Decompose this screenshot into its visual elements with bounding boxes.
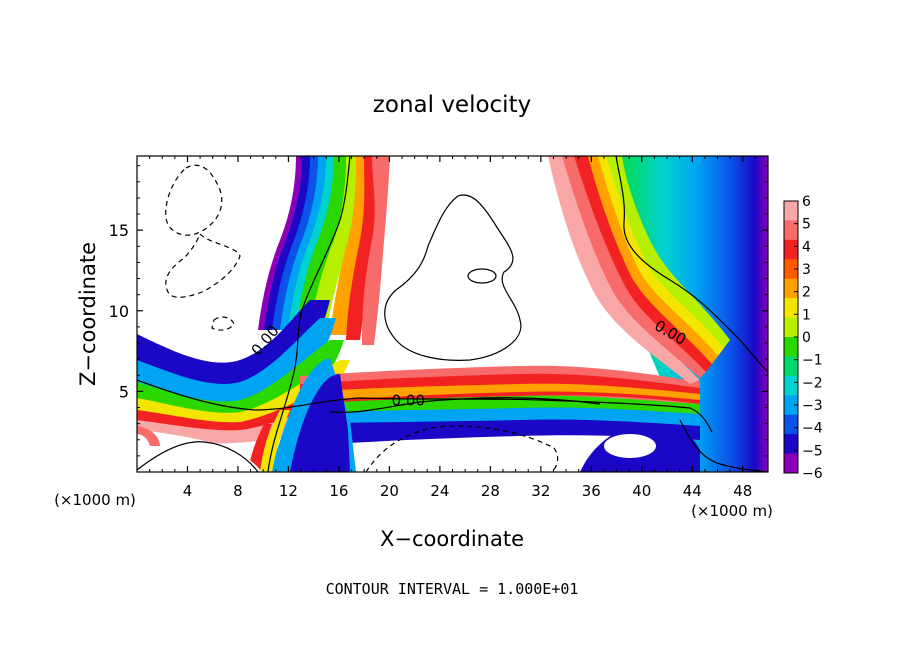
y-tick-label: 10	[109, 302, 129, 321]
contour-zero-west	[267, 156, 351, 472]
contour-negative-south	[365, 425, 559, 472]
colorbar-segment	[784, 201, 798, 221]
field-region-southwest	[137, 430, 262, 472]
contour-zero-band	[137, 379, 713, 433]
colorbar-segment	[784, 395, 798, 416]
colorbar-tick-label: −3	[802, 398, 823, 414]
velocity-field	[137, 156, 768, 472]
colorbar-segment	[784, 239, 798, 260]
colorbar-tick-label: −2	[802, 375, 823, 391]
contour-zero-east	[615, 156, 768, 373]
colorbar-tick-label: 4	[802, 239, 811, 255]
contour-zero-southeast	[679, 419, 768, 472]
colorbar-tick-label: 6	[802, 194, 811, 210]
field-region-west-plume	[258, 156, 390, 345]
field-region-mid-band	[300, 365, 700, 446]
x-tick-label: 12	[279, 482, 298, 500]
colorbar-tick-label: −6	[802, 466, 823, 482]
contour-interval-note: CONTOUR INTERVAL = 1.000E+01	[326, 580, 579, 598]
colorbar-segment	[784, 375, 798, 396]
colorbar-tick-label: −4	[802, 421, 823, 437]
colorbar-segment	[784, 259, 798, 280]
x-axis: 4 8 12 16 20 24 28 32 36 40 44 48	[149, 156, 756, 500]
colorbar-tick-label: 3	[802, 262, 811, 278]
x-unit-left: (×1000 m)	[54, 491, 136, 509]
contour-lines	[137, 156, 768, 472]
contour-label: 0.00	[392, 391, 425, 409]
field-region-east-plume	[548, 156, 730, 384]
contour-positive-central	[384, 194, 522, 361]
colorbar-segment	[784, 278, 798, 299]
colorbar: 6 5 4 3 2 1 0 −1 −2 −3 −4 −5 −6	[783, 194, 823, 482]
y-tick-label: 15	[109, 221, 129, 240]
contour-positive-southwest	[137, 441, 259, 472]
x-tick-label: 32	[531, 482, 550, 500]
x-tick-label: 16	[329, 482, 348, 500]
field-region-lower-plume	[248, 358, 356, 472]
y-axis: 5 10 15	[109, 165, 768, 457]
colorbar-tick-label: 0	[802, 330, 811, 346]
contour-negative-nw1	[165, 164, 223, 236]
x-axis-label: X−coordinate	[380, 527, 524, 551]
colorbar-tick-label: −1	[802, 353, 823, 369]
x-tick-label: 36	[582, 482, 601, 500]
colorbar-segment	[784, 453, 798, 474]
colorbar-tick-label: 1	[802, 307, 811, 323]
colorbar-segment	[784, 356, 798, 377]
colorbar-tick-label: 2	[802, 285, 811, 301]
x-tick-label: 20	[380, 482, 399, 500]
colorbar-segment	[784, 317, 798, 338]
colorbar-segment	[784, 220, 798, 241]
x-unit-right: (×1000 m)	[691, 502, 773, 520]
colorbar-segment	[784, 414, 798, 435]
x-tick-label: 48	[733, 482, 752, 500]
colorbar-segment	[784, 337, 798, 357]
y-tick-label: 5	[119, 382, 129, 401]
x-tick-label: 4	[183, 482, 193, 500]
x-tick-label: 24	[430, 482, 449, 500]
colorbar-tick-label: 5	[802, 217, 811, 233]
x-tick-label: 40	[632, 482, 651, 500]
colorbar-segment	[784, 434, 798, 455]
x-tick-label: 28	[481, 482, 500, 500]
x-tick-label: 44	[683, 482, 702, 500]
x-tick-label: 8	[233, 482, 243, 500]
chart-title: zonal velocity	[373, 92, 531, 118]
colorbar-segment	[784, 298, 798, 319]
colorbar-tick-label: −5	[802, 443, 823, 459]
contour-zero-band-lower	[329, 397, 601, 413]
y-axis-label: Z−coordinate	[76, 242, 100, 386]
